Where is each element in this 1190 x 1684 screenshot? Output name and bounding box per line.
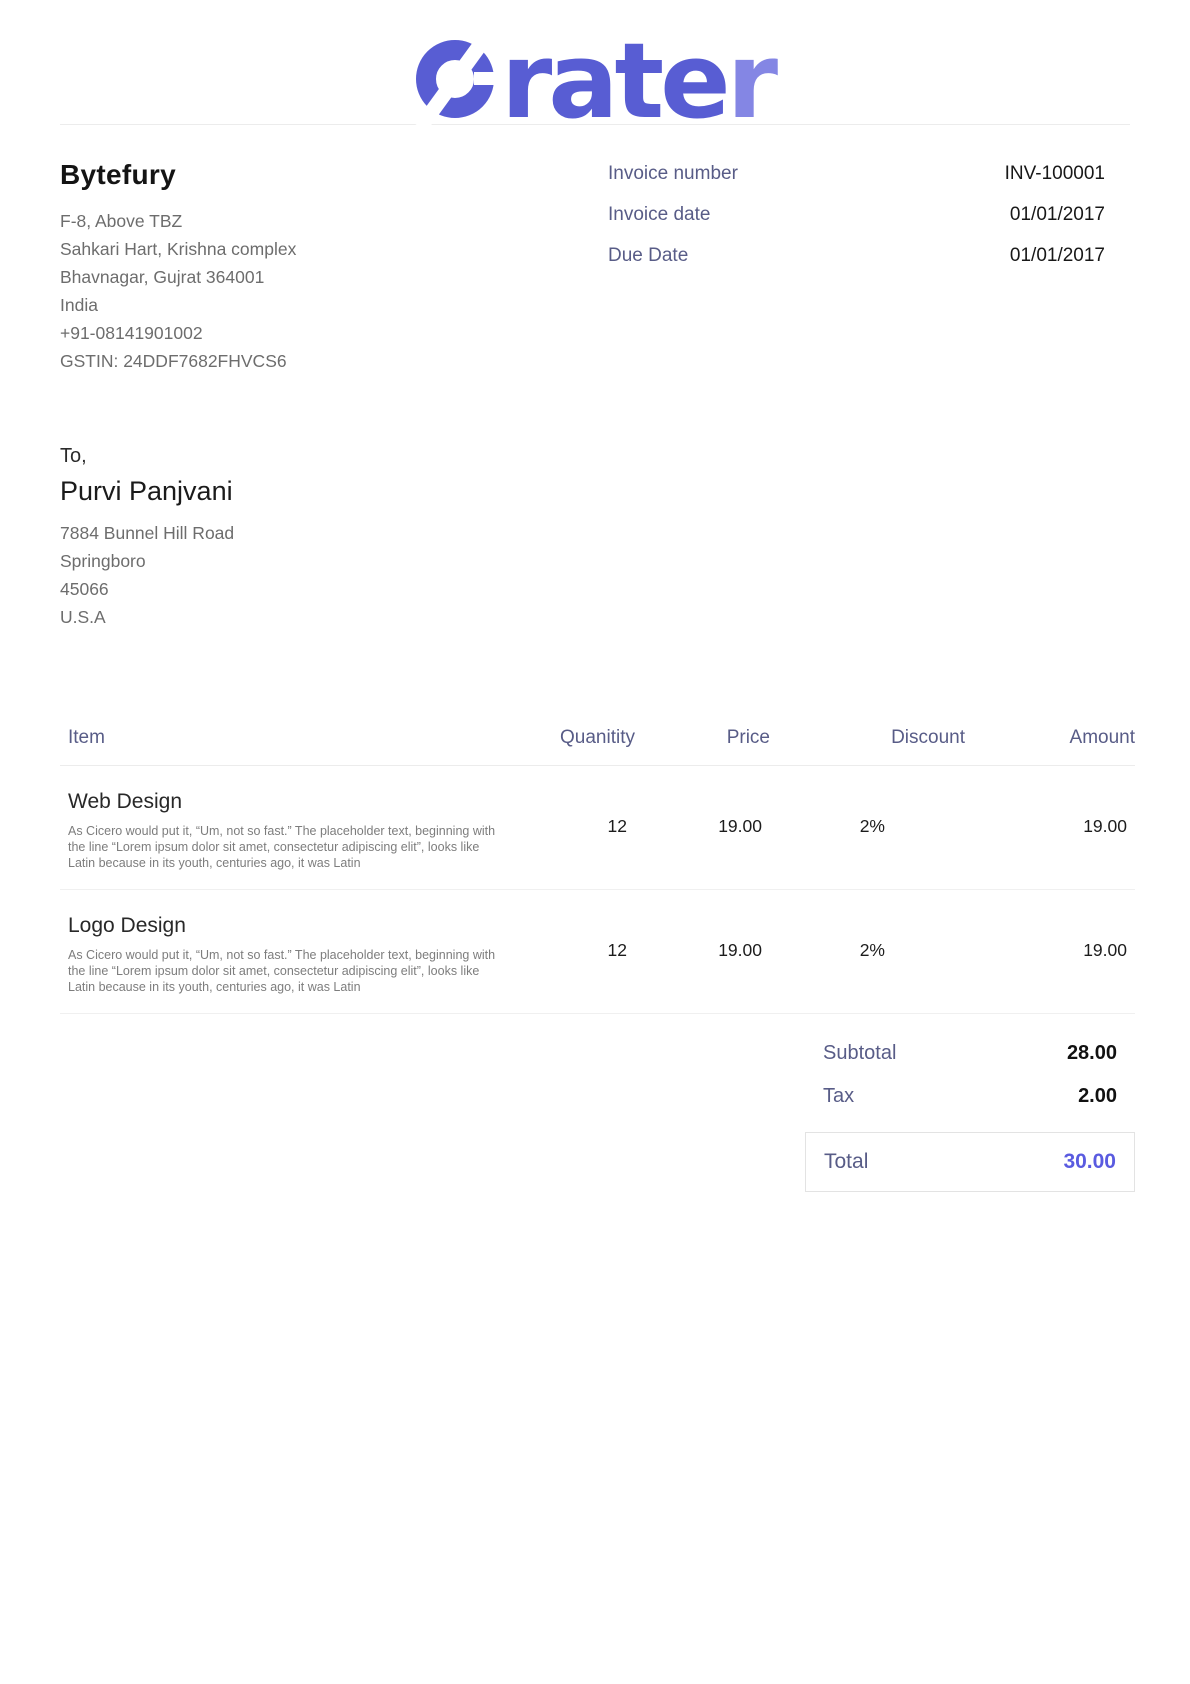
grand-total-box: Total 30.00 (805, 1132, 1135, 1192)
company-address: F-8, Above TBZ Sahkari Hart, Krishna com… (60, 207, 296, 375)
item-price: 19.00 (718, 940, 762, 960)
item-price: 19.00 (718, 816, 762, 836)
tax-label: Tax (823, 1085, 855, 1107)
header-divider (60, 124, 1130, 125)
invoice-date-row: Invoice date 01/01/2017 (608, 202, 1105, 227)
totals-section: Subtotal 28.00 Tax 2.00 Total 30.00 (805, 1042, 1135, 1192)
logo-text-tail: r (726, 19, 778, 142)
column-header-amount: Amount (1069, 727, 1135, 748)
company-address-line: F-8, Above TBZ (60, 211, 183, 231)
due-date-label: Due Date (608, 245, 689, 266)
company-phone: +91-08141901002 (60, 323, 203, 343)
invoice-number-label: Invoice number (608, 163, 738, 184)
customer-address-line: Springboro (60, 551, 146, 571)
logo-text-main: rate (500, 19, 731, 142)
bill-to-prefix: To, (60, 445, 87, 467)
column-header-price: Price (726, 727, 770, 748)
due-date-value: 01/01/2017 (1009, 245, 1105, 266)
invoice-number-value: INV-100001 (1004, 163, 1105, 184)
tax-row: Tax 2.00 (805, 1085, 1135, 1108)
customer-address-line: 7884 Bunnel Hill Road (60, 523, 235, 543)
invoice-date-value: 01/01/2017 (1009, 204, 1105, 225)
item-description: As Cicero would put it, “Um, not so fast… (68, 948, 496, 994)
customer-address: 7884 Bunnel Hill Road Springboro 45066 U… (60, 519, 1130, 631)
subtotal-row: Subtotal 28.00 (805, 1042, 1135, 1065)
total-value: 30.00 (1063, 1150, 1116, 1173)
items-table: Item Quanitity Price Discount Amount Web… (60, 727, 1135, 1014)
company-address-line: Bhavnagar, Gujrat 364001 (60, 267, 265, 287)
item-discount: 2% (859, 940, 885, 960)
column-header-discount: Discount (891, 727, 965, 748)
invoice-header: Bytefury F-8, Above TBZ Sahkari Hart, Kr… (0, 125, 1190, 375)
table-row: Web Design As Cicero would put it, “Um, … (60, 766, 1135, 890)
invoice-date-label: Invoice date (608, 204, 711, 225)
item-amount: 19.00 (1083, 816, 1127, 836)
brand-logo: rater (0, 0, 1190, 133)
column-header-item: Item (68, 727, 105, 748)
company-gstin: GSTIN: 24DDF7682FHVCS6 (60, 351, 287, 371)
logo-wordmark: rater (501, 29, 778, 133)
company-address-line: India (60, 295, 98, 315)
item-description: As Cicero would put it, “Um, not so fast… (68, 824, 496, 870)
item-cell: Logo Design As Cicero would put it, “Um,… (60, 914, 500, 995)
item-cell: Web Design As Cicero would put it, “Um, … (60, 790, 500, 871)
item-name: Web Design (68, 790, 183, 813)
crater-logo: rater (415, 29, 778, 133)
crater-c-icon (415, 40, 496, 118)
table-row: Logo Design As Cicero would put it, “Um,… (60, 890, 1135, 1014)
item-amount: 19.00 (1083, 940, 1127, 960)
item-name: Logo Design (68, 914, 186, 937)
column-header-quantity: Quanitity (560, 727, 635, 748)
item-quantity: 12 (607, 816, 627, 836)
invoice-meta: Invoice number INV-100001 Invoice date 0… (608, 161, 1105, 375)
customer-name: Purvi Panjvani (60, 476, 233, 506)
item-discount: 2% (859, 816, 885, 836)
invoice-number-row: Invoice number INV-100001 (608, 161, 1105, 186)
subtotal-label: Subtotal (823, 1042, 897, 1064)
subtotal-value: 28.00 (1066, 1042, 1117, 1064)
customer-address-line: U.S.A (60, 607, 106, 627)
items-table-header: Item Quanitity Price Discount Amount (60, 727, 1135, 766)
total-label: Total (824, 1150, 869, 1173)
tax-value: 2.00 (1078, 1085, 1117, 1107)
company-block: Bytefury F-8, Above TBZ Sahkari Hart, Kr… (60, 159, 296, 375)
customer-address-line: 45066 (60, 579, 109, 599)
company-address-line: Sahkari Hart, Krishna complex (60, 239, 297, 259)
bill-to-block: To, Purvi Panjvani 7884 Bunnel Hill Road… (0, 445, 1190, 631)
company-name: Bytefury (60, 159, 176, 190)
item-quantity: 12 (607, 940, 627, 960)
due-date-row: Due Date 01/01/2017 (608, 243, 1105, 268)
